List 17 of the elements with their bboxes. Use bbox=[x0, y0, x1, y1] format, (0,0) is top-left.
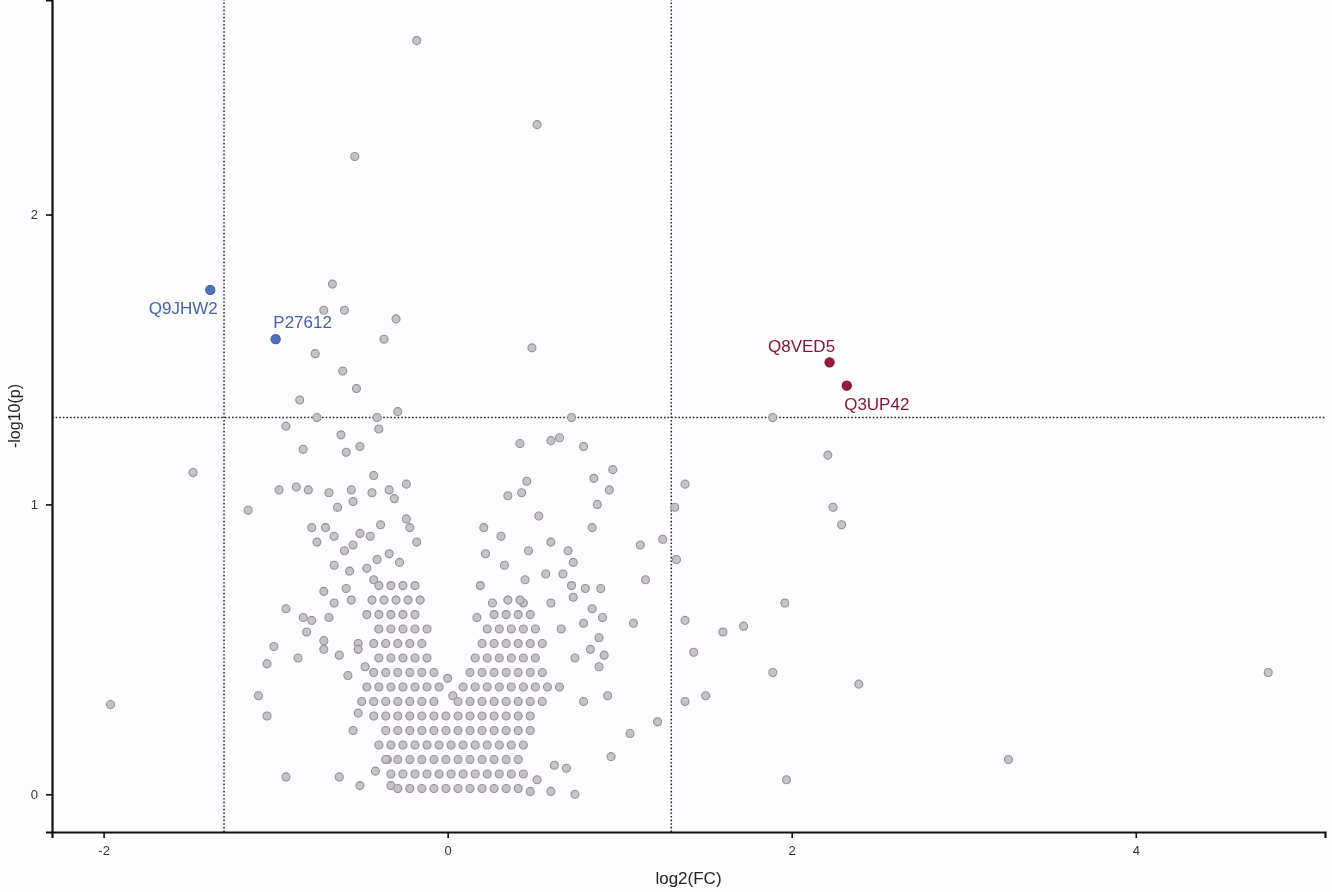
x-tick-label: 4 bbox=[1132, 843, 1140, 859]
x-tick-label: -2 bbox=[98, 843, 110, 859]
annotation: Q8VED5 bbox=[768, 337, 836, 357]
point bbox=[205, 284, 216, 296]
x-tick-label: 0 bbox=[444, 843, 452, 859]
y-tick-label: 2 bbox=[30, 207, 38, 223]
x-tick-label: 2 bbox=[788, 843, 796, 859]
point bbox=[824, 357, 835, 368]
y-tick-label: 1 bbox=[30, 497, 38, 513]
x-axis-title: log2(FC) bbox=[655, 869, 722, 888]
point bbox=[270, 334, 281, 345]
y-tick-label: 0 bbox=[30, 786, 38, 802]
annotation: Q3UP42 bbox=[844, 394, 910, 414]
annotation: P27612 bbox=[273, 313, 332, 333]
point bbox=[841, 380, 852, 391]
y-axis-title: -log10(p) bbox=[6, 383, 23, 449]
annotation: Q9JHW2 bbox=[148, 298, 218, 318]
